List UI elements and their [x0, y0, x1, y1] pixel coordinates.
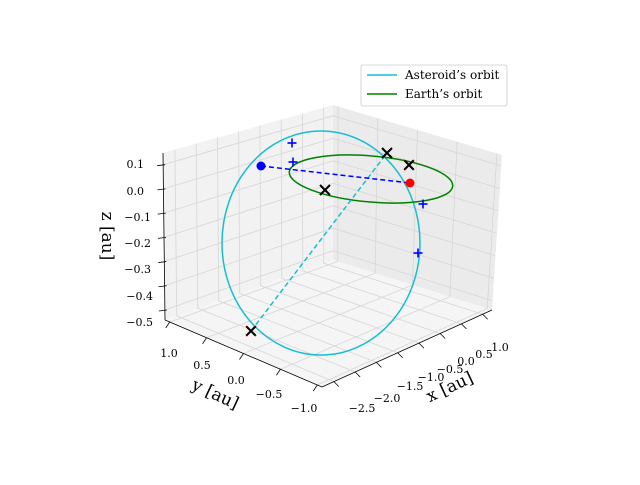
plus-marker: [288, 157, 298, 167]
z-tick-label: 0.1: [127, 158, 145, 171]
z-grid-line: [164, 250, 493, 311]
y-tick-label: 0.0: [227, 374, 245, 387]
legend-label-earth: Earth’s orbit: [405, 87, 482, 101]
z-grid-line: [164, 205, 496, 262]
axis-panes: [163, 105, 502, 387]
y-tick-label: −1.0: [291, 402, 318, 415]
earth-asteroid-connector-line: [260, 165, 411, 184]
black-cross-marker: [245, 325, 257, 337]
z-tick-label: −0.4: [126, 290, 153, 303]
x-tick: [397, 352, 403, 359]
z-tick-labels: 0.1 0.0 −0.1 −0.2 −0.3 −0.4 −0.5: [124, 158, 153, 329]
y-tick: [202, 337, 207, 344]
z-tick: [158, 309, 167, 312]
black-cross-marker: [381, 147, 393, 159]
x-axis-line: [321, 309, 493, 388]
y-tick-label: −0.5: [256, 388, 283, 401]
x-tick: [376, 362, 382, 368]
earth-orbit-line: [288, 154, 454, 204]
x-grid-line: [217, 137, 377, 363]
y-tick: [276, 369, 281, 376]
x-tick-labels: −2.5 −2.0 −1.5 −1.0 −0.5 0.0 0.5 1.0: [349, 341, 509, 415]
x-tick-label: −0.5: [437, 363, 464, 376]
x-grid-line: [174, 149, 335, 382]
earth-position-marker: [405, 178, 415, 188]
z-tick-label: −0.5: [126, 316, 153, 329]
y-tick-label: 0.5: [193, 359, 211, 372]
z-tick-label: −0.2: [124, 237, 151, 250]
pane-back-left: [163, 105, 333, 320]
x-tick: [461, 323, 467, 330]
legend-box: [360, 64, 508, 107]
y-tick: [165, 321, 171, 329]
x-tick-label: 1.0: [491, 341, 509, 354]
cross-stroke: [245, 325, 257, 337]
x-tick-label: 0.5: [475, 348, 493, 361]
z-tick-label: −0.3: [124, 263, 151, 276]
z-tick-label: 0.0: [127, 185, 145, 198]
asteroid-position-marker: [256, 161, 266, 171]
z-tick: [157, 164, 166, 167]
z-grid-line: [163, 115, 502, 167]
x-tick-label: −1.5: [397, 380, 424, 393]
z-axis-line: [162, 152, 166, 321]
x-tick: [354, 371, 361, 378]
black-cross-marker: [403, 159, 415, 171]
cross-stroke: [381, 147, 393, 159]
asteroid-orbit-line: [221, 130, 421, 356]
z-tick: [157, 212, 166, 215]
z-grid-line: [163, 160, 499, 214]
x-grid-line: [280, 119, 441, 334]
asteroid-connector-line: [250, 152, 388, 332]
y-tick: [239, 353, 244, 360]
x-tick: [439, 333, 446, 339]
z-grid-line: [163, 137, 500, 190]
cross-stroke: [403, 159, 415, 171]
x-tick: [333, 381, 340, 387]
x-tick-label: 0.0: [457, 355, 475, 368]
plus-marker: [287, 138, 297, 148]
plot-area: [221, 130, 454, 356]
tick-marks: [157, 164, 488, 392]
y-grid-line: [317, 153, 498, 386]
x-grid-line: [238, 131, 398, 354]
x-grid-line: [195, 143, 356, 373]
x-grid-line: [301, 113, 462, 325]
z-tick: [158, 261, 167, 263]
point-markers: [245, 138, 428, 337]
x-tick: [482, 313, 488, 320]
legend-label-asteroid: Asteroid’s orbit: [404, 68, 499, 82]
z-tick: [157, 188, 166, 191]
black-cross-marker: [319, 184, 331, 196]
y-tick-labels: 1.0 0.5 0.0 −0.5 −1.0: [160, 347, 317, 415]
plus-marker: [418, 199, 428, 209]
z-axis-label: z [au]: [97, 212, 117, 261]
y-grid-line: [280, 141, 458, 370]
x-grid-line: [259, 125, 420, 344]
cross-stroke: [319, 184, 331, 196]
z-tick-label: −0.1: [124, 211, 151, 224]
x-tick-label: −2.5: [349, 402, 376, 415]
y-tick: [312, 384, 318, 392]
plus-marker: [413, 248, 423, 258]
x-tick-label: −1.0: [418, 371, 445, 384]
z-tick: [158, 285, 167, 288]
legend: Asteroid’s orbit Earth’s orbit: [360, 64, 508, 107]
y-tick-label: 1.0: [160, 347, 178, 360]
z-grid-line: [163, 182, 498, 238]
y-grid-line: [169, 106, 339, 323]
x-tick-label: −2.0: [374, 392, 401, 405]
x-grid-line: [323, 107, 483, 315]
x-tick: [418, 342, 425, 349]
z-grid-line: [164, 227, 495, 287]
z-tick: [157, 236, 167, 239]
